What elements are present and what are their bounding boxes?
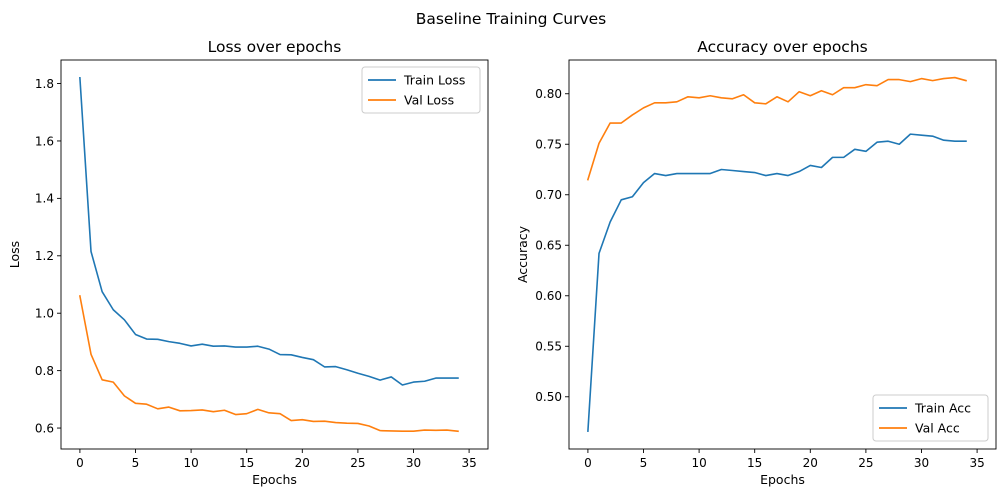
x-tick-label: 5	[132, 456, 140, 470]
legend: Train Acc Val Acc	[872, 394, 989, 442]
x-tick-label: 25	[858, 456, 873, 470]
x-tick-label: 15	[239, 456, 254, 470]
y-tick-label: 0.50	[535, 390, 562, 404]
y-tick-label: 0.75	[535, 138, 562, 152]
x-tick-label: 20	[295, 456, 310, 470]
subplot-2: 0 5 10 15 20 25 30 35 0.50 0.55 0.60 0.65 0.70 0.75 0.…	[515, 38, 997, 487]
y-tick-label: 0.6	[35, 421, 54, 435]
series-line-train-loss	[79, 76, 459, 386]
series-line-train-acc	[587, 133, 967, 432]
x-tick-label: 30	[914, 456, 929, 470]
x-tick-label: 5	[640, 456, 648, 470]
legend-entry: Val Loss	[404, 93, 454, 108]
x-tick-label: 0	[584, 456, 592, 470]
x-tick-label: 15	[747, 456, 762, 470]
series-line-val-loss	[78, 295, 459, 433]
y-tick-label: 1.4	[35, 192, 54, 206]
x-tick-label: 30	[406, 456, 421, 470]
y-tick-label: 0.8	[35, 364, 54, 378]
series-line-val-acc	[586, 76, 967, 181]
subplot-title: Loss over epochs	[208, 38, 342, 56]
subplot-title: Accuracy over epochs	[697, 38, 867, 56]
y-axis-label: Accuracy	[515, 225, 530, 283]
x-tick-label: 35	[461, 456, 476, 470]
y-tick-label: 1.2	[35, 249, 54, 263]
legend-box	[872, 394, 989, 442]
x-axis-label: Epochs	[760, 472, 805, 487]
y-tick-label: 1.8	[35, 77, 54, 91]
legend-box	[361, 66, 481, 114]
y-tick-label: 1.6	[35, 134, 54, 148]
y-tick-label: 1.0	[35, 307, 54, 321]
y-tick-label: 0.60	[535, 289, 562, 303]
x-tick-label: 25	[350, 456, 365, 470]
legend: Train Loss Val Loss	[361, 66, 481, 114]
y-tick-label: 0.55	[535, 340, 562, 354]
plot-frame	[60, 59, 489, 450]
figure-suptitle: Baseline Training Curves	[416, 10, 607, 28]
legend-entry: Train Acc	[914, 401, 971, 416]
legend-entry: Train Loss	[403, 73, 465, 88]
x-tick-label: 10	[183, 456, 198, 470]
legend-entry: Val Acc	[915, 421, 960, 436]
y-tick-label: 0.70	[535, 188, 562, 202]
subplot-1: 0 5 10 15 20 25 30 35 0.6 0.8 1.0 1.2 1.4 1.6 1.8 Loss …	[7, 38, 489, 487]
y-tick-label: 0.80	[535, 87, 562, 101]
plot-frame	[568, 59, 997, 450]
y-axis-label: Loss	[7, 241, 22, 268]
x-tick-label: 10	[691, 456, 706, 470]
x-tick-label: 35	[969, 456, 984, 470]
y-tick-label: 0.65	[535, 239, 562, 253]
x-axis-label: Epochs	[252, 472, 297, 487]
x-tick-label: 20	[803, 456, 818, 470]
x-tick-label: 0	[76, 456, 84, 470]
